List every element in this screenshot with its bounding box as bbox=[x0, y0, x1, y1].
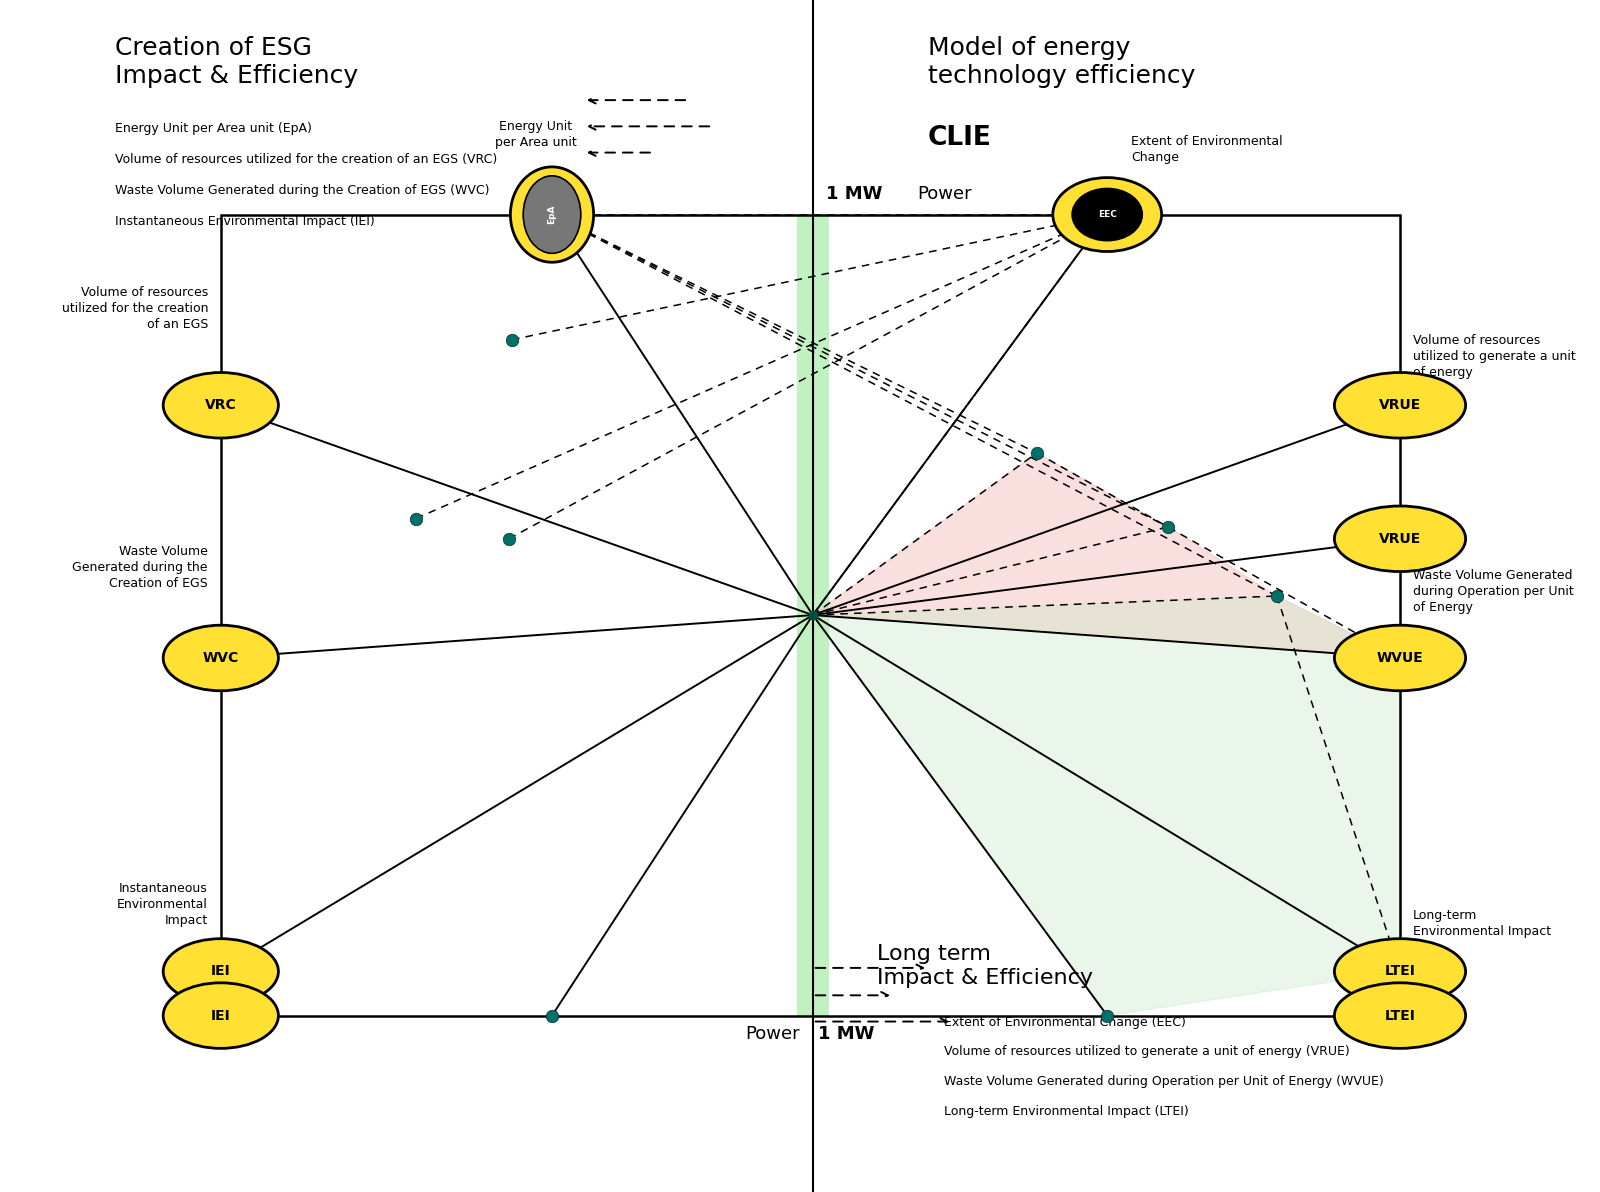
Ellipse shape bbox=[1053, 178, 1162, 252]
Text: Volume of resources utilized to generate a unit of energy (VRUE): Volume of resources utilized to generate… bbox=[944, 1045, 1350, 1058]
Text: Power: Power bbox=[746, 1025, 800, 1043]
Ellipse shape bbox=[163, 626, 278, 691]
Text: Creation of ESG
Impact & Efficiency: Creation of ESG Impact & Efficiency bbox=[115, 36, 358, 87]
Text: 1 MW: 1 MW bbox=[826, 185, 882, 203]
Text: 1 MW: 1 MW bbox=[818, 1025, 874, 1043]
Text: Power: Power bbox=[917, 185, 971, 203]
Text: Energy Unit per Area unit (EpA): Energy Unit per Area unit (EpA) bbox=[115, 122, 312, 135]
Polygon shape bbox=[813, 453, 1400, 658]
Ellipse shape bbox=[1334, 939, 1466, 1004]
Text: Volume of resources
utilized for the creation
of an EGS: Volume of resources utilized for the cre… bbox=[61, 286, 208, 331]
Text: Long term
Impact & Efficiency: Long term Impact & Efficiency bbox=[877, 944, 1093, 988]
Text: EpA: EpA bbox=[547, 205, 557, 224]
Text: Long-term Environmental Impact (LTEI): Long-term Environmental Impact (LTEI) bbox=[944, 1105, 1189, 1118]
Text: Waste Volume Generated
during Operation per Unit
of Energy: Waste Volume Generated during Operation … bbox=[1413, 569, 1573, 614]
Bar bbox=[797, 215, 829, 1016]
Text: Extent of Environmental Change (EEC): Extent of Environmental Change (EEC) bbox=[944, 1016, 1186, 1029]
Text: Waste Volume Generated during the Creation of EGS (WVC): Waste Volume Generated during the Creati… bbox=[115, 184, 490, 197]
Text: Extent of Environmental
Change: Extent of Environmental Change bbox=[1131, 136, 1283, 164]
Text: LTEI: LTEI bbox=[1384, 1008, 1416, 1023]
Text: Waste Volume Generated during Operation per Unit of Energy (WVUE): Waste Volume Generated during Operation … bbox=[944, 1075, 1384, 1088]
Text: IEI: IEI bbox=[211, 964, 230, 979]
Text: WVC: WVC bbox=[203, 651, 238, 665]
Text: EEC: EEC bbox=[1098, 210, 1117, 219]
Ellipse shape bbox=[1334, 982, 1466, 1049]
Text: VRUE: VRUE bbox=[1379, 532, 1421, 546]
Ellipse shape bbox=[163, 939, 278, 1004]
Text: VRUE: VRUE bbox=[1379, 398, 1421, 412]
Text: Energy Unit
per Area unit: Energy Unit per Area unit bbox=[494, 120, 578, 149]
Bar bbox=[221, 215, 1400, 1016]
Ellipse shape bbox=[1334, 505, 1466, 571]
Text: CLIE: CLIE bbox=[928, 125, 992, 151]
Text: IEI: IEI bbox=[211, 1008, 230, 1023]
Ellipse shape bbox=[1334, 626, 1466, 691]
Ellipse shape bbox=[510, 167, 594, 262]
Ellipse shape bbox=[523, 176, 581, 254]
Ellipse shape bbox=[163, 372, 278, 437]
Text: LTEI: LTEI bbox=[1384, 964, 1416, 979]
Text: Volume of resources
utilized to generate a unit
of energy: Volume of resources utilized to generate… bbox=[1413, 334, 1576, 379]
Ellipse shape bbox=[1334, 372, 1466, 437]
Polygon shape bbox=[813, 596, 1400, 1016]
Text: Volume of resources utilized for the creation of an EGS (VRC): Volume of resources utilized for the cre… bbox=[115, 153, 498, 166]
Text: VRC: VRC bbox=[205, 398, 237, 412]
Ellipse shape bbox=[163, 982, 278, 1049]
Circle shape bbox=[1072, 188, 1142, 241]
Text: Instantaneous Environmental Impact (IEI): Instantaneous Environmental Impact (IEI) bbox=[115, 215, 374, 228]
Text: WVUE: WVUE bbox=[1376, 651, 1424, 665]
Text: Model of energy
technology efficiency: Model of energy technology efficiency bbox=[928, 36, 1195, 87]
Text: Waste Volume
Generated during the
Creation of EGS: Waste Volume Generated during the Creati… bbox=[72, 545, 208, 590]
Text: Long-term
Environmental Impact: Long-term Environmental Impact bbox=[1413, 909, 1550, 938]
Text: Instantaneous
Environmental
Impact: Instantaneous Environmental Impact bbox=[117, 882, 208, 927]
